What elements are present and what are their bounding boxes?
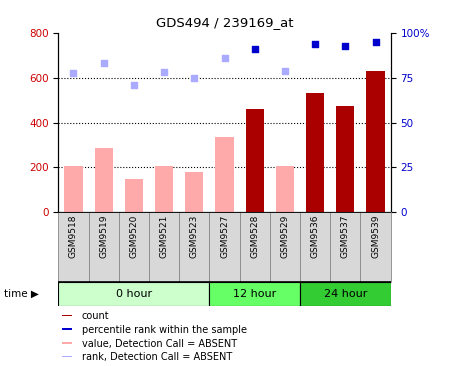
Text: GSM9521: GSM9521	[159, 214, 168, 258]
Bar	[336, 106, 354, 212]
Bar	[125, 179, 143, 212]
Text: GSM9529: GSM9529	[281, 214, 290, 258]
Text: 24 hour: 24 hour	[324, 289, 367, 299]
Bar	[155, 166, 173, 212]
FancyBboxPatch shape	[119, 212, 149, 282]
Bar	[62, 356, 72, 358]
Text: 0 hour: 0 hour	[116, 289, 152, 299]
Text: value, Detection Call = ABSENT: value, Detection Call = ABSENT	[82, 339, 237, 348]
Bar	[64, 166, 83, 212]
Point	[221, 55, 228, 60]
Point	[70, 70, 77, 76]
FancyBboxPatch shape	[361, 212, 391, 282]
Point	[251, 46, 258, 52]
FancyBboxPatch shape	[179, 212, 209, 282]
Text: count: count	[82, 311, 109, 321]
Point	[312, 41, 319, 47]
Point	[372, 39, 379, 45]
Bar	[306, 93, 324, 212]
FancyBboxPatch shape	[330, 212, 361, 282]
Text: GSM9518: GSM9518	[69, 214, 78, 258]
Text: percentile rank within the sample: percentile rank within the sample	[82, 325, 247, 335]
Text: GSM9520: GSM9520	[129, 214, 138, 258]
Point	[282, 68, 289, 74]
FancyBboxPatch shape	[270, 212, 300, 282]
Text: GSM9527: GSM9527	[220, 214, 229, 258]
Bar	[216, 137, 233, 212]
Bar	[95, 148, 113, 212]
FancyBboxPatch shape	[240, 212, 270, 282]
Point	[100, 60, 107, 66]
FancyBboxPatch shape	[149, 212, 179, 282]
Point	[191, 75, 198, 81]
Text: GSM9536: GSM9536	[311, 214, 320, 258]
Bar	[62, 315, 72, 316]
Point	[130, 82, 137, 87]
Text: GSM9519: GSM9519	[99, 214, 108, 258]
Bar	[185, 172, 203, 212]
Text: rank, Detection Call = ABSENT: rank, Detection Call = ABSENT	[82, 352, 232, 362]
FancyBboxPatch shape	[300, 282, 391, 306]
FancyBboxPatch shape	[88, 212, 119, 282]
Bar	[276, 166, 294, 212]
FancyBboxPatch shape	[209, 212, 240, 282]
FancyBboxPatch shape	[300, 212, 330, 282]
Text: GSM9523: GSM9523	[190, 214, 199, 258]
Text: GSM9537: GSM9537	[341, 214, 350, 258]
FancyBboxPatch shape	[58, 282, 209, 306]
Bar	[246, 109, 264, 212]
Text: GDS494 / 239169_at: GDS494 / 239169_at	[156, 16, 293, 30]
Text: 12 hour: 12 hour	[233, 289, 276, 299]
FancyBboxPatch shape	[58, 212, 88, 282]
Text: GSM9539: GSM9539	[371, 214, 380, 258]
Point	[160, 69, 167, 75]
Text: GSM9528: GSM9528	[250, 214, 259, 258]
FancyBboxPatch shape	[209, 282, 300, 306]
Bar	[62, 328, 72, 330]
Point	[342, 44, 349, 49]
Bar	[62, 342, 72, 344]
Text: time ▶: time ▶	[4, 289, 40, 299]
Bar	[366, 71, 385, 212]
